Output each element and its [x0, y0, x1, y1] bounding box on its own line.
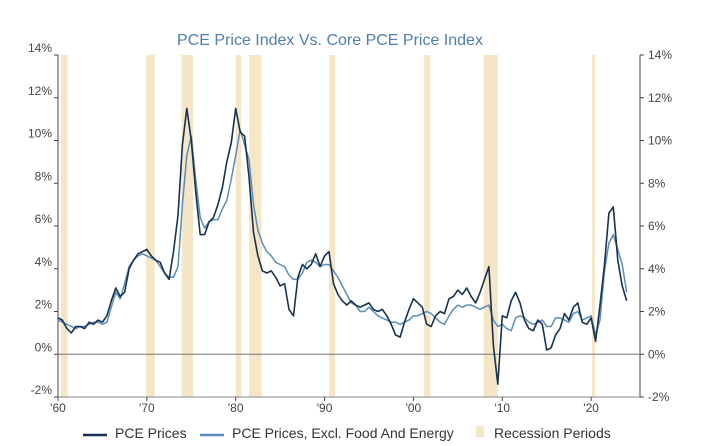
y-tick-label-right: 10% — [648, 134, 672, 148]
recession-band — [145, 55, 155, 397]
series-line-pce-prices — [57, 107, 628, 386]
y-tick-label-left: 2% — [35, 298, 53, 312]
y-tick-label-left: 8% — [35, 169, 53, 183]
recession-band — [483, 55, 498, 397]
x-tick-label: '60 — [50, 401, 66, 415]
recession-band — [424, 55, 431, 397]
y-tick-label-right: 0% — [648, 347, 666, 361]
recession-band — [249, 55, 262, 397]
recession-band — [181, 55, 194, 397]
y-tick-label-right: 4% — [648, 262, 666, 276]
recession-layer — [60, 55, 596, 397]
y-tick-label-left: -2% — [31, 383, 53, 397]
x-tick-label: '70 — [139, 401, 155, 415]
y-tick-label-right: 14% — [648, 48, 672, 62]
y-tick-label-left: 10% — [28, 127, 52, 141]
y-tick-label-left: 4% — [35, 255, 53, 269]
y-tick-label-right: 8% — [648, 176, 666, 190]
y-tick-label-right: 2% — [648, 305, 666, 319]
legend: PCE Prices PCE Prices, Excl. Food And Ene… — [83, 425, 611, 441]
series-layer — [57, 107, 628, 386]
x-tick-label: '20 — [583, 401, 599, 415]
ticks-layer: 14% 14% 12% 12% 10% 10% 8% 8% 6% 6% 4% 4% 2% 2% 0% 0% -2… — [28, 41, 672, 415]
recession-band — [329, 55, 336, 397]
x-tick-label: '80 — [228, 401, 244, 415]
y-tick-label-left: 6% — [35, 212, 53, 226]
recession-band — [60, 55, 68, 397]
y-tick-label-right: 12% — [648, 91, 672, 105]
x-tick-label: '10 — [494, 401, 510, 415]
y-tick-label-right: -2% — [648, 390, 670, 404]
y-tick-label-left: 14% — [28, 41, 52, 55]
recession-band — [235, 55, 242, 397]
x-tick-label: '90 — [317, 401, 333, 415]
y-tick-label-right: 6% — [648, 219, 666, 233]
series-line-pce-core — [57, 129, 628, 336]
legend-label: PCE Prices, Excl. Food And Energy — [232, 425, 454, 441]
legend-label: PCE Prices — [115, 425, 187, 441]
legend-swatch — [476, 426, 484, 437]
recession-band — [592, 55, 596, 397]
y-tick-label-left: 0% — [35, 340, 53, 354]
x-tick-label: '00 — [406, 401, 422, 415]
y-tick-label-left: 12% — [28, 84, 52, 98]
legend-label: Recession Periods — [494, 425, 611, 441]
axes-layer — [57, 55, 641, 398]
chart-title: PCE Price Index Vs. Core PCE Price Index — [177, 32, 483, 49]
